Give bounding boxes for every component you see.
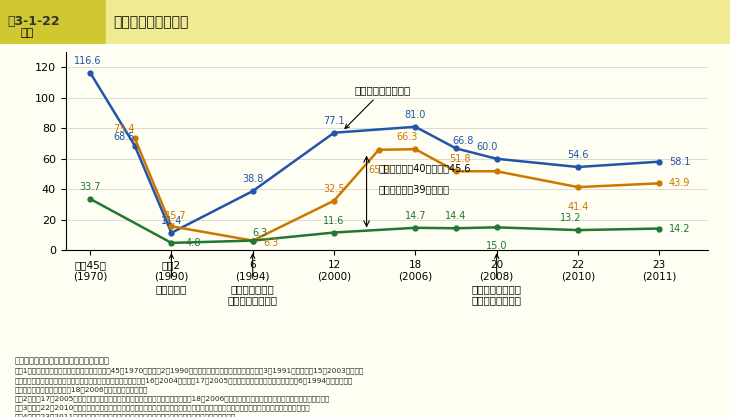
Text: 3）平成22（2010）年の新規参入者は、東日本大震災の影響により、岩手県、宮城県、福島県の全域及び青森県の一部地域を除いて集計。: 3）平成22（2010）年の新規参入者は、東日本大震災の影響により、岩手県、宮城…	[15, 404, 310, 411]
Text: 51.8: 51.8	[450, 154, 471, 164]
Text: 11.6: 11.6	[323, 216, 345, 226]
Text: 千人: 千人	[20, 28, 34, 38]
Text: 41.4: 41.4	[567, 202, 588, 212]
Text: 4:8: 4:8	[185, 238, 201, 248]
Text: 38.8: 38.8	[242, 174, 264, 184]
Text: 新規就農者（39歳以下）: 新規就農者（39歳以下）	[379, 184, 450, 194]
Text: 図3-1-22: 図3-1-22	[7, 15, 60, 28]
Text: 68.5: 68.5	[113, 132, 134, 142]
Text: 「農林業センサスと農業構造動態調査（組替集計）」（平成16（2004）、平成17（2005）年）、「農林業センサス」（平成6（1994）年）、「新: 「農林業センサスと農業構造動態調査（組替集計）」（平成16（2004）、平成17…	[15, 377, 353, 384]
Text: 65.9: 65.9	[368, 165, 390, 175]
Text: バブル崩壊: バブル崩壊	[155, 254, 187, 294]
Text: 資料：農林水産省「農業経営構造の変化」: 資料：農林水産省「農業経営構造の変化」	[15, 357, 110, 366]
Text: 58.1: 58.1	[669, 157, 691, 167]
Text: 注：1）農林水産省「農家就業動向調査」（昭和45（1970）～平成2（1990）年）、「農業構造動態調査」（平成3（1991）年～平成15（2003）年）、: 注：1）農林水産省「農家就業動向調査」（昭和45（1970）～平成2（1990）…	[15, 368, 364, 374]
Text: 6.3: 6.3	[264, 239, 279, 249]
Text: 15.0: 15.0	[486, 241, 507, 251]
Text: 77.1: 77.1	[323, 116, 345, 126]
Text: 54.6: 54.6	[567, 150, 588, 160]
Text: 4）平成23（2011）年は、東日本大震災の影響で調査不能となった福島県の一部地域を除いて集計。: 4）平成23（2011）年は、東日本大震災の影響で調査不能となった福島県の一部地…	[15, 414, 236, 417]
Text: 新規就農者（全体）: 新規就農者（全体）	[345, 85, 411, 128]
Text: 14.4: 14.4	[445, 211, 466, 221]
Text: 新規就農者（40歳以上）45.6: 新規就農者（40歳以上）45.6	[379, 163, 472, 173]
Text: 32.5: 32.5	[323, 184, 345, 194]
Text: 116.6: 116.6	[74, 55, 101, 65]
Text: 11.4: 11.4	[161, 216, 182, 226]
Text: 青年就農者への
無利子資金の創設: 青年就農者への 無利子資金の創設	[228, 254, 277, 305]
Text: 33.7: 33.7	[80, 182, 101, 192]
Text: 新規就農者数の推移: 新規就農者数の推移	[113, 15, 188, 29]
Text: 6.3: 6.3	[252, 228, 267, 238]
Text: 15.7: 15.7	[165, 211, 186, 221]
Text: 81.0: 81.0	[404, 110, 426, 120]
Text: 規就農者調査」（平成18（2006）年～）により作成。: 規就農者調査」（平成18（2006）年～）により作成。	[15, 386, 148, 393]
Text: 73.4: 73.4	[113, 124, 134, 134]
Bar	[0, 0, 106, 44]
Text: 14.2: 14.2	[669, 224, 691, 234]
Text: 13.2: 13.2	[561, 213, 582, 223]
Text: 43.9: 43.9	[669, 178, 691, 188]
Bar	[106, 0, 730, 44]
Text: 66.3: 66.3	[396, 132, 418, 142]
Text: 2）平成17（2005）年以前の新規就農者数は、新規自営農業就農者のみ、平成18（2006）年以降は新規雇用就農者と新規参入者を含んだ値。: 2）平成17（2005）年以前の新規就農者数は、新規自営農業就農者のみ、平成18…	[15, 395, 330, 402]
Text: 66.8: 66.8	[453, 136, 474, 146]
Text: リーマンショック
農の雇用事業創設: リーマンショック 農の雇用事業創設	[472, 254, 522, 305]
Text: 14.7: 14.7	[404, 211, 426, 221]
Text: 60.0: 60.0	[476, 142, 498, 152]
